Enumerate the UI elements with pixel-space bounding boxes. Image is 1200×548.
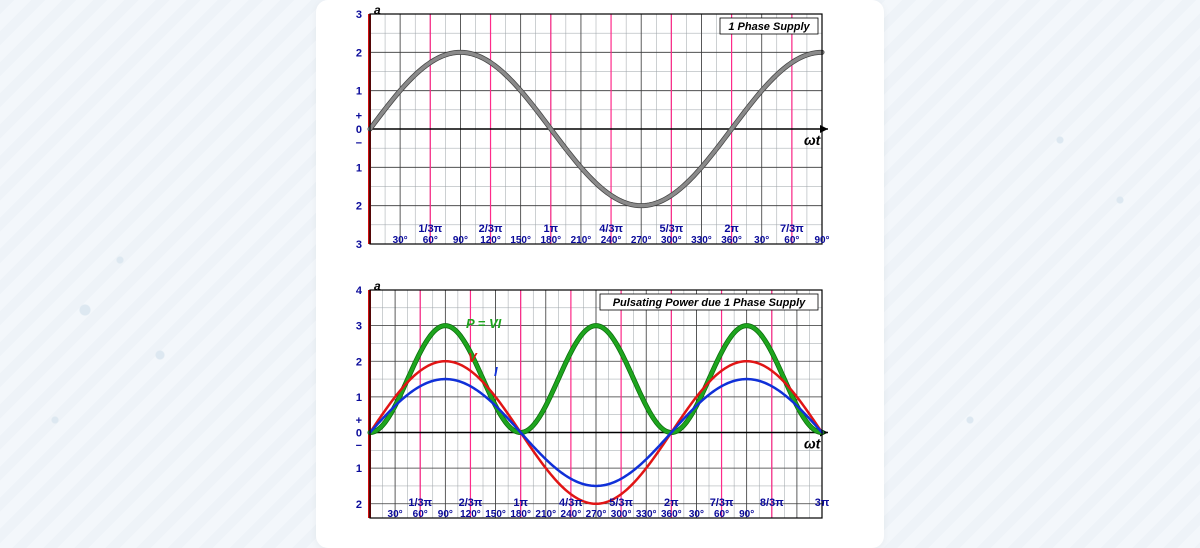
x-tick-pi: 8/3π xyxy=(760,497,784,509)
x-tick-deg: 360° xyxy=(721,235,742,246)
x-tick-pi: 3π xyxy=(815,497,830,509)
x-tick-pi: 4/3π xyxy=(599,223,623,235)
y-tick-label: 4 xyxy=(356,285,363,297)
x-tick-deg: 60° xyxy=(413,509,428,520)
y-tick-label: 0 xyxy=(356,124,362,136)
chart-svg: 1 Phase Supply 3 2 1 +0− 1 2 3 a ωt 1/3π 2/3π 1π 4/3π… xyxy=(334,6,832,274)
x-tick-deg: 90° xyxy=(438,509,453,520)
x-tick-pi: 5/3π xyxy=(609,497,633,509)
x-axis-label: ωt xyxy=(804,436,822,452)
y-tick-label: 2 xyxy=(356,201,362,213)
x-tick-pi: 2/3π xyxy=(459,497,483,509)
x-tick-deg: 30° xyxy=(754,235,769,246)
y-tick-label: 1 xyxy=(356,392,362,404)
x-tick-pi: 1π xyxy=(513,497,528,509)
x-tick-deg: 240° xyxy=(601,235,622,246)
figure-card: 1 Phase Supply321+0−123aωt1/3π2/3π1π4/3π… xyxy=(316,0,884,548)
x-tick-pi: 1π xyxy=(544,223,559,235)
chart-title: 1 Phase Supply xyxy=(728,21,810,33)
x-tick-deg: 180° xyxy=(510,509,531,520)
chart-pulsating-power: P = VI V I Pulsating Power due 1 Phase Supp… xyxy=(334,282,866,548)
y-tick-label: 2 xyxy=(356,47,362,59)
x-tick-deg: 330° xyxy=(636,509,657,520)
x-tick-pi: 5/3π xyxy=(659,223,683,235)
x-axis-label: ωt xyxy=(804,132,822,148)
x-tick-deg: 60° xyxy=(423,235,438,246)
x-tick-deg: 180° xyxy=(540,235,561,246)
y-tick-label: − xyxy=(356,137,362,149)
y-tick-label: 3 xyxy=(356,321,362,333)
y-axis-label: a xyxy=(374,282,381,293)
x-tick-deg: 210° xyxy=(571,235,592,246)
x-tick-deg: 360° xyxy=(661,509,682,520)
x-tick-deg: 270° xyxy=(586,509,607,520)
x-tick-deg: 300° xyxy=(661,235,682,246)
x-tick-deg: 300° xyxy=(611,509,632,520)
y-tick-label: + xyxy=(356,111,362,123)
x-tick-deg: 150° xyxy=(485,509,506,520)
x-tick-deg: 30° xyxy=(393,235,408,246)
x-tick-deg: 90° xyxy=(739,509,754,520)
x-tick-pi: 1/3π xyxy=(408,497,432,509)
x-tick-deg: 60° xyxy=(714,509,729,520)
series-label-I: I xyxy=(494,364,498,379)
chart-1-phase-supply: 1 Phase Supply 3 2 1 +0− 1 2 3 a ωt 1/3π 2/3π 1π 4/3π… xyxy=(334,6,866,274)
x-tick-deg: 90° xyxy=(453,235,468,246)
series-label-V: V xyxy=(468,350,478,365)
x-tick-pi: 2/3π xyxy=(479,223,503,235)
x-tick-deg: 60° xyxy=(784,235,799,246)
chart-svg: P = VI V I Pulsating Power due 1 Phase Supp… xyxy=(334,282,832,548)
x-tick-pi: 2π xyxy=(664,497,679,509)
x-tick-pi: 2π xyxy=(724,223,739,235)
y-tick-label: − xyxy=(356,440,362,452)
x-tick-deg: 210° xyxy=(535,509,556,520)
x-tick-deg: 270° xyxy=(631,235,652,246)
y-tick-label: 0 xyxy=(356,428,362,440)
y-axis-label: a xyxy=(374,6,381,17)
series-label-P: P = VI xyxy=(466,316,502,331)
x-tick-deg: 150° xyxy=(510,235,531,246)
x-tick-deg: 90° xyxy=(814,235,829,246)
chart-title: Pulsating Power due 1 Phase Supply xyxy=(613,297,806,309)
x-tick-deg: 240° xyxy=(561,509,582,520)
y-tick-label: 3 xyxy=(356,239,362,251)
x-tick-pi: 1/3π xyxy=(418,223,442,235)
y-tick-label: 1 xyxy=(356,463,362,475)
x-tick-deg: 30° xyxy=(388,509,403,520)
y-tick-label: 1 xyxy=(356,162,362,174)
x-tick-deg: 330° xyxy=(691,235,712,246)
x-tick-deg: 120° xyxy=(480,235,501,246)
x-tick-deg: 120° xyxy=(460,509,481,520)
x-tick-deg: 30° xyxy=(689,509,704,520)
x-tick-pi: 4/3π xyxy=(559,497,583,509)
y-tick-label: 1 xyxy=(356,86,362,98)
y-tick-label: 2 xyxy=(356,356,362,368)
y-tick-label: 3 xyxy=(356,9,362,21)
x-tick-pi: 7/3π xyxy=(780,223,804,235)
y-tick-label: 2 xyxy=(356,499,362,511)
y-tick-label: + xyxy=(356,415,362,427)
x-tick-pi: 7/3π xyxy=(710,497,734,509)
